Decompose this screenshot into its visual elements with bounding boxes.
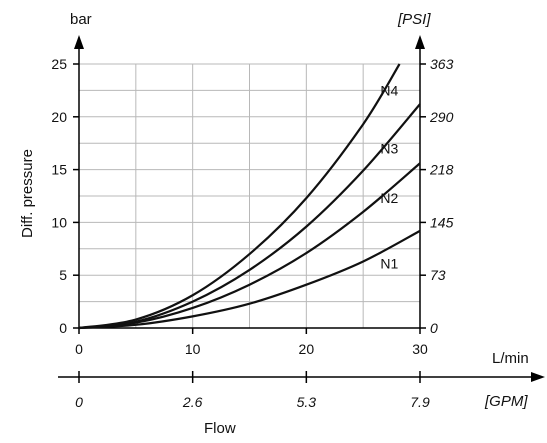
series-label-n2: N2 — [380, 190, 398, 206]
x-axis-lower-arrow — [531, 372, 545, 382]
y-tick-label-psi: 290 — [429, 109, 454, 125]
y-tick-label: 0 — [59, 320, 67, 336]
y-unit-right: [PSI] — [397, 11, 431, 28]
x-unit-bottom: [GPM] — [484, 393, 528, 410]
series-line-n4 — [78, 63, 401, 330]
series-label-n3: N3 — [380, 140, 398, 156]
series-line-n3 — [78, 103, 421, 330]
x-tick-label: 30 — [412, 341, 428, 357]
y-tick-label-psi: 73 — [430, 267, 446, 283]
y-tick-label-psi: 218 — [429, 162, 454, 178]
x-tick-label-gpm: 7.9 — [410, 394, 430, 410]
y-tick-label-psi: 145 — [430, 214, 454, 230]
x-tick-label-gpm: 2.6 — [182, 394, 203, 410]
x-tick-label-gpm: 5.3 — [297, 394, 317, 410]
x-unit-top: L/min — [492, 350, 529, 367]
y-tick-label: 5 — [59, 267, 67, 283]
series-label-n4: N4 — [380, 82, 398, 98]
y-axis-left-arrow — [74, 35, 84, 49]
x-axis-title: Flow — [204, 420, 236, 437]
y-tick-label: 25 — [51, 56, 67, 72]
y-tick-label: 10 — [51, 214, 67, 230]
y-tick-label: 15 — [51, 162, 67, 178]
x-tick-label: 10 — [185, 341, 201, 357]
series-line-n1 — [78, 229, 421, 330]
y-tick-label: 20 — [51, 109, 67, 125]
x-tick-label: 20 — [299, 341, 315, 357]
axes — [58, 35, 545, 383]
grid — [79, 63, 421, 328]
y-axis-right-arrow — [415, 35, 425, 49]
series — [78, 63, 421, 330]
x-tick-label-gpm: 0 — [75, 394, 83, 410]
y-unit-left: bar — [70, 11, 92, 28]
x-tick-label: 0 — [75, 341, 83, 357]
y-tick-label-psi: 363 — [430, 56, 454, 72]
y-tick-label-psi: 0 — [430, 320, 438, 336]
series-label-n1: N1 — [380, 256, 398, 272]
y-axis-title: Diff. pressure — [19, 149, 36, 238]
